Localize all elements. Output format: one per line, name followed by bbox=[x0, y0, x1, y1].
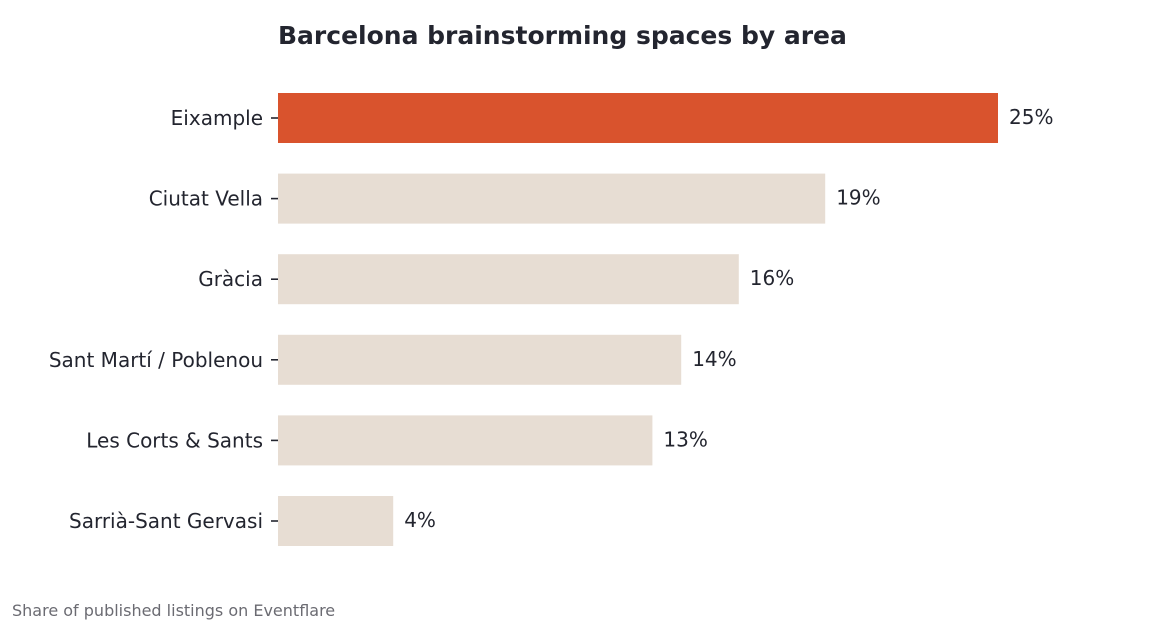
category-label-3: Sant Martí / Poblenou bbox=[49, 348, 263, 372]
chart-caption: Share of published listings on Eventflar… bbox=[12, 601, 336, 620]
bar-2 bbox=[278, 254, 739, 305]
category-label-5: Sarrià-Sant Gervasi bbox=[69, 509, 263, 533]
category-label-1: Ciutat Vella bbox=[149, 187, 263, 211]
value-label-1: 19% bbox=[836, 186, 880, 210]
value-label-2: 16% bbox=[750, 266, 794, 290]
bar-1 bbox=[278, 173, 826, 224]
category-label-0: Eixample bbox=[171, 106, 263, 130]
bars-group: Eixample 25% Ciutat Vella 19% Gràcia 16% Sant … bbox=[49, 93, 1053, 546]
value-label-3: 14% bbox=[692, 347, 736, 371]
bar-3 bbox=[278, 334, 682, 385]
chart-title: Barcelona brainstorming spaces by area bbox=[278, 21, 847, 50]
bar-5 bbox=[278, 496, 394, 546]
value-label-4: 13% bbox=[663, 427, 707, 451]
value-label-0: 25% bbox=[1009, 105, 1053, 129]
category-label-2: Gràcia bbox=[198, 267, 263, 291]
value-label-5: 4% bbox=[404, 508, 436, 532]
bar-4 bbox=[278, 415, 653, 466]
bar-0 bbox=[278, 93, 998, 143]
category-label-4: Les Corts & Sants bbox=[86, 428, 263, 452]
